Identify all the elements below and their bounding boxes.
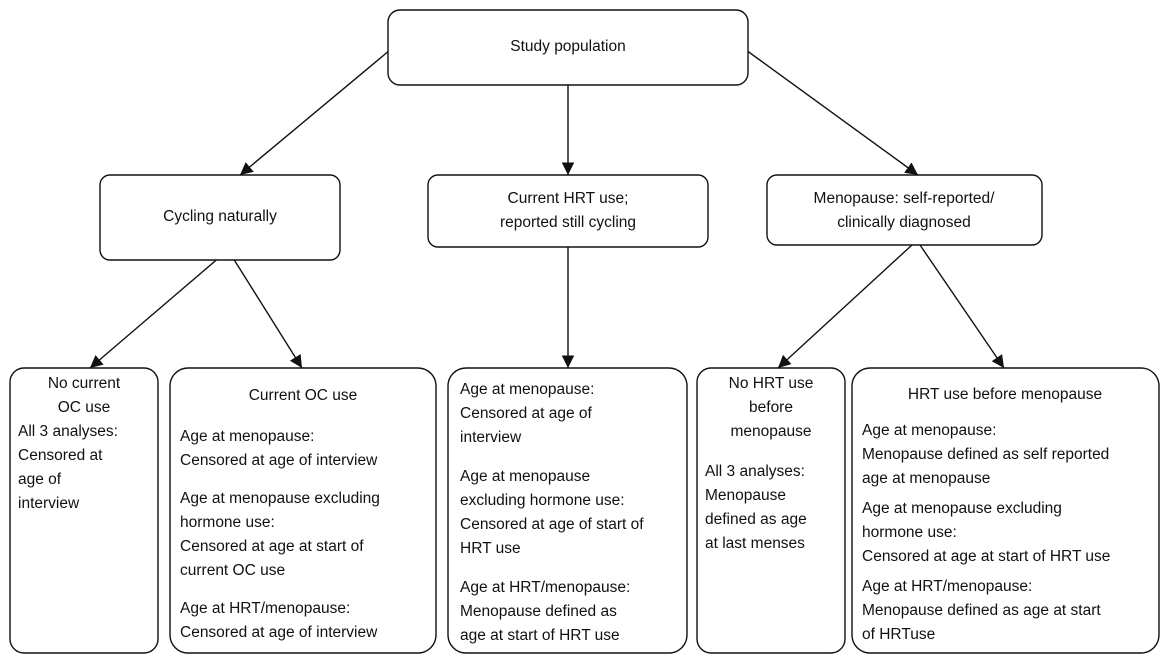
leaf-text: age of xyxy=(18,471,62,488)
leaf-text: Menopause defined as self reported xyxy=(862,446,1109,463)
group-label: Cycling naturally xyxy=(163,208,277,225)
leaf-text: HRT use xyxy=(460,540,521,557)
leaf-text: Menopause defined as xyxy=(460,603,617,620)
leaf-text: interview xyxy=(18,495,80,512)
leaf-box xyxy=(447,367,688,654)
leaf-text: Age at HRT/menopause: xyxy=(862,578,1032,595)
leaf-heading: No HRT use xyxy=(729,375,814,392)
root-label: Study population xyxy=(510,38,625,55)
arrow xyxy=(777,244,913,369)
leaf-text: Age at HRT/menopause: xyxy=(180,600,350,617)
group-box xyxy=(99,174,341,261)
leaf-text: of HRTuse xyxy=(862,626,935,643)
group-label: reported still cycling xyxy=(500,214,636,231)
leaf-heading: Current OC use xyxy=(249,387,358,404)
leaf-text: Censored at age of interview xyxy=(180,452,378,469)
arrows xyxy=(89,49,1005,369)
leaf-text: current OC use xyxy=(180,562,285,579)
leaf-text: defined as age xyxy=(705,511,807,528)
group-box xyxy=(427,174,709,248)
leaf-text: hormone use: xyxy=(862,524,957,541)
leaf-heading: OC use xyxy=(58,399,111,416)
arrow xyxy=(745,49,919,176)
leaf-text: All 3 analyses: xyxy=(18,423,118,440)
leaf-heading: menopause xyxy=(730,423,811,440)
arrow xyxy=(919,244,1005,369)
leaf-box xyxy=(9,367,159,654)
leaf-text: Censored at xyxy=(18,447,103,464)
leaf-text: Menopause xyxy=(705,487,786,504)
arrow xyxy=(89,249,229,369)
arrow xyxy=(239,49,391,176)
leaf-text: Menopause defined as age at start xyxy=(862,602,1101,619)
leaf-text: Age at menopause excluding xyxy=(862,500,1062,517)
leaf-box xyxy=(169,367,437,654)
leaf-text: Age at menopause xyxy=(460,468,590,485)
leaf-text: interview xyxy=(460,429,522,446)
group-label: clinically diagnosed xyxy=(837,214,971,231)
leaf-text: All 3 analyses: xyxy=(705,463,805,480)
leaf-text: Age at menopause: xyxy=(460,381,594,398)
leaf-text: age at start of HRT use xyxy=(460,627,620,644)
leaf-text: hormone use: xyxy=(180,514,275,531)
group-label: Current HRT use; xyxy=(508,190,629,207)
arrow xyxy=(227,249,303,369)
leaf-text: Censored at age of start of xyxy=(460,516,644,533)
leaf-text: age at menopause xyxy=(862,470,990,487)
leaf-text: at last menses xyxy=(705,535,805,552)
leaf-heading: before xyxy=(749,399,793,416)
leaf-text: Censored at age at start of HRT use xyxy=(862,548,1110,565)
leaf-text: Age at HRT/menopause: xyxy=(460,579,630,596)
leaf-heading: No current xyxy=(48,375,121,392)
leaf-heading: HRT use before menopause xyxy=(908,386,1102,403)
leaf-text: Censored at age of interview xyxy=(180,624,378,641)
leaf-text: Age at menopause: xyxy=(180,428,314,445)
group-box xyxy=(766,174,1043,246)
leaf-text: Age at menopause excluding xyxy=(180,490,380,507)
leaf-text: Censored at age of xyxy=(460,405,593,422)
root-box xyxy=(387,9,749,86)
leaf-box xyxy=(696,367,846,654)
leaf-text: excluding hormone use: xyxy=(460,492,625,509)
leaf-text: Age at menopause: xyxy=(862,422,996,439)
leaf-box xyxy=(851,367,1160,654)
leaf-text: Censored at age at start of xyxy=(180,538,364,555)
group-label: Menopause: self-reported/ xyxy=(814,190,996,207)
